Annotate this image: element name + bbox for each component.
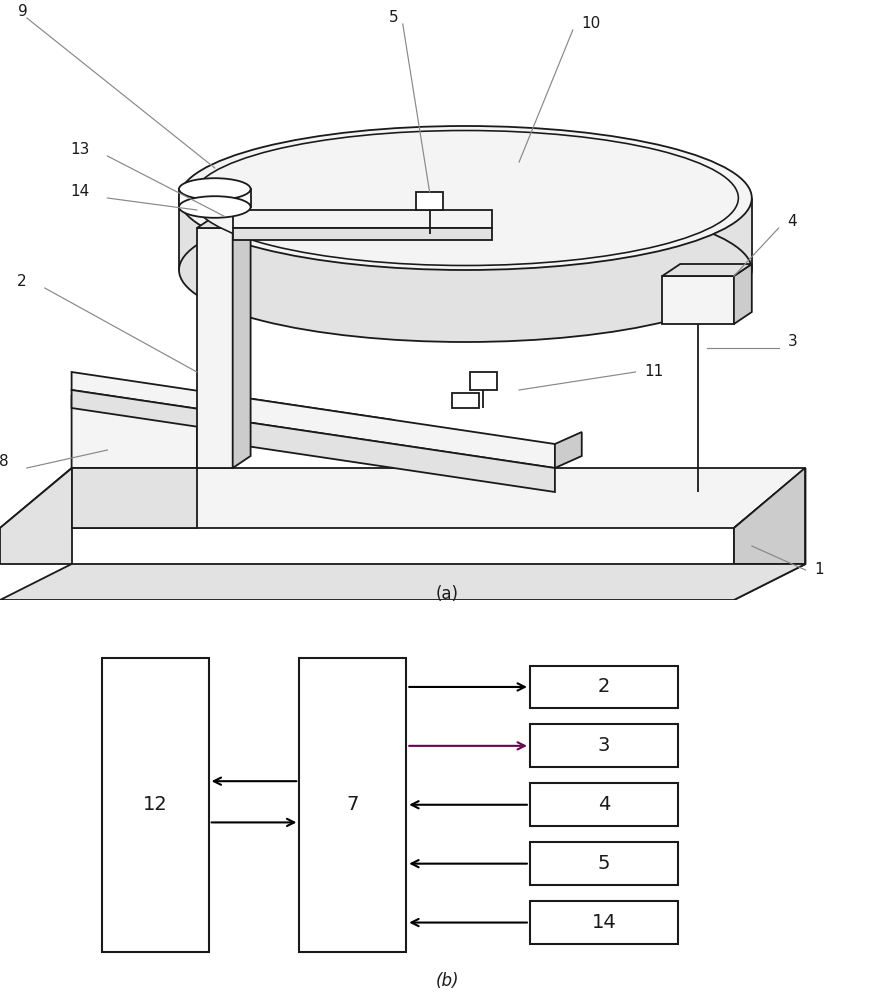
Polygon shape [733, 264, 751, 324]
Ellipse shape [179, 126, 751, 270]
Text: 13: 13 [70, 142, 89, 157]
Polygon shape [469, 372, 496, 390]
Polygon shape [733, 468, 805, 564]
Text: (a): (a) [435, 585, 459, 603]
Polygon shape [197, 228, 232, 468]
Bar [529, 842, 678, 885]
Bar [529, 901, 678, 944]
Text: 2: 2 [17, 274, 27, 290]
Ellipse shape [179, 196, 250, 218]
Polygon shape [232, 396, 554, 468]
Polygon shape [72, 390, 393, 456]
Bar [529, 724, 678, 767]
Text: 10: 10 [581, 16, 601, 31]
Polygon shape [0, 564, 805, 600]
Polygon shape [232, 228, 492, 240]
Polygon shape [72, 372, 393, 438]
Text: 4: 4 [787, 215, 797, 230]
Text: 4: 4 [597, 795, 610, 814]
Bar [299, 658, 406, 952]
Text: 2: 2 [597, 677, 610, 696]
Polygon shape [554, 432, 581, 468]
Text: 14: 14 [70, 184, 89, 200]
Text: 14: 14 [591, 913, 616, 932]
Text: 5: 5 [389, 10, 398, 25]
Bar [102, 658, 208, 952]
Text: 1: 1 [814, 562, 823, 578]
Polygon shape [662, 264, 751, 276]
Ellipse shape [192, 130, 738, 265]
Polygon shape [0, 468, 72, 564]
Bar [529, 666, 678, 708]
Polygon shape [197, 408, 215, 468]
Polygon shape [232, 420, 554, 492]
Polygon shape [197, 216, 250, 228]
Polygon shape [179, 198, 751, 270]
Polygon shape [179, 189, 250, 207]
Polygon shape [662, 276, 733, 324]
Text: 11: 11 [644, 364, 663, 379]
Polygon shape [416, 192, 443, 210]
Bar [529, 783, 678, 826]
Polygon shape [733, 468, 805, 600]
Polygon shape [0, 468, 805, 528]
Polygon shape [72, 468, 197, 528]
Text: 3: 3 [597, 736, 610, 755]
Ellipse shape [179, 198, 751, 342]
Text: 5: 5 [597, 854, 610, 873]
Polygon shape [451, 393, 478, 408]
Polygon shape [232, 216, 250, 468]
Text: 7: 7 [346, 795, 358, 814]
Polygon shape [232, 210, 492, 228]
Text: 8: 8 [0, 454, 9, 470]
Text: 3: 3 [787, 334, 797, 350]
Polygon shape [72, 396, 197, 468]
Ellipse shape [179, 178, 250, 200]
Text: (b): (b) [435, 972, 459, 990]
Text: 12: 12 [143, 795, 167, 814]
Text: 9: 9 [18, 4, 28, 19]
